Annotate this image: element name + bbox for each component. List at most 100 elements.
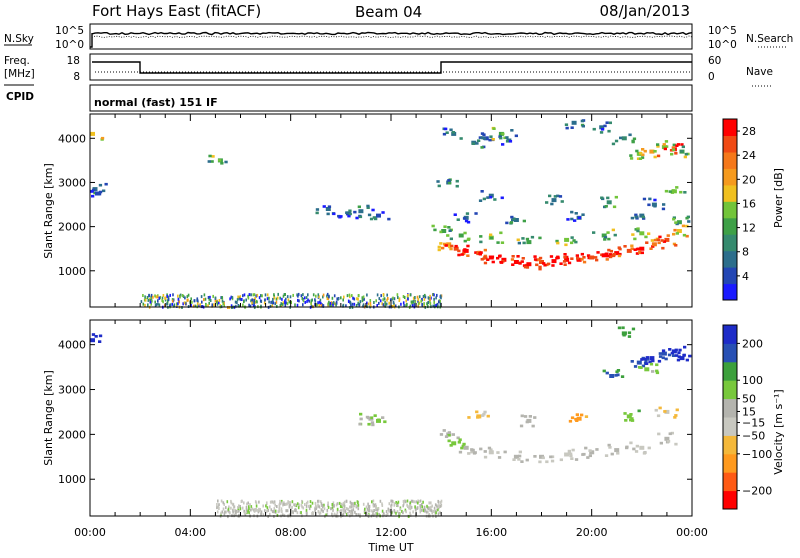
near-range-echo (343, 295, 345, 299)
echo-cell (682, 354, 686, 357)
near-range-echo (318, 499, 320, 503)
near-range-echo (191, 300, 193, 304)
echo-cell (674, 414, 678, 417)
y-tick-label: 3000 (58, 384, 86, 397)
near-range-echo (221, 510, 224, 514)
y-tick-label: 2000 (58, 221, 86, 234)
echo-cell (513, 454, 519, 459)
near-range-echo (272, 501, 275, 505)
echo-cell (672, 216, 676, 219)
near-range-echo (260, 512, 262, 516)
echo-cell (463, 248, 469, 253)
echo-cell (668, 348, 672, 351)
echo-cell (664, 357, 668, 361)
time-tick-label: 16:00 (475, 526, 507, 539)
near-range-echo (250, 293, 252, 297)
near-range-echo (439, 294, 442, 298)
near-range-echo (436, 293, 438, 297)
near-range-echo (193, 299, 196, 303)
echo-cell (671, 354, 676, 357)
time-tick-label: 08:00 (275, 526, 307, 539)
colorbar-segment (723, 135, 737, 153)
echo-cell (521, 257, 525, 260)
near-range-echo (201, 300, 203, 304)
near-range-echo (374, 512, 377, 516)
near-range-echo (228, 510, 231, 514)
echo-cell (657, 359, 662, 363)
velocity-y-axis-label: Slant Range [km] (42, 370, 55, 466)
near-range-echo (319, 511, 322, 515)
near-range-echo (260, 510, 263, 514)
echo-cell (503, 136, 507, 140)
echo-cell (609, 374, 615, 378)
echo-cell (607, 129, 611, 133)
echo-cell (675, 186, 679, 189)
near-range-echo (158, 296, 161, 300)
echo-cell (556, 194, 560, 198)
echo-cell (627, 249, 631, 252)
near-range-echo (225, 510, 227, 514)
near-range-echo (296, 502, 299, 506)
near-range-echo (216, 510, 219, 514)
near-range-echo (392, 300, 395, 304)
echo-cell (626, 414, 632, 419)
near-range-echo (411, 300, 413, 304)
colorbar-segment (723, 453, 737, 473)
near-range-echo (417, 501, 419, 505)
echo-cell (661, 356, 665, 360)
near-range-echo (357, 302, 359, 306)
near-range-echo (281, 501, 283, 505)
near-range-echo (406, 302, 408, 306)
echo-cell (630, 216, 634, 220)
near-range-echo (350, 502, 353, 506)
near-range-echo (312, 293, 315, 297)
echo-cell (488, 195, 493, 199)
echo-cell (595, 258, 599, 262)
echo-cell (675, 354, 679, 357)
near-range-echo (327, 302, 329, 306)
echo-cell (449, 444, 453, 447)
near-range-echo (272, 297, 274, 301)
near-range-echo (261, 294, 263, 298)
echo-cell (676, 229, 682, 233)
colorbar-segment (723, 201, 737, 219)
echo-cell (564, 452, 570, 457)
echo-cell (609, 253, 613, 256)
near-range-echo (241, 298, 243, 301)
echo-cell (503, 450, 507, 454)
near-range-echo (169, 293, 171, 297)
near-range-echo (154, 300, 156, 304)
echo-cell (668, 190, 672, 193)
y-tick-label: 1000 (58, 265, 86, 278)
near-range-echo (364, 507, 366, 511)
near-range-echo (250, 508, 252, 512)
echo-cell (582, 260, 587, 264)
echo-cell (639, 445, 645, 450)
echo-cell (611, 142, 616, 146)
echo-cell (533, 255, 537, 258)
near-range-echo (262, 513, 265, 517)
echo-cell (674, 221, 678, 224)
echo-cell (673, 416, 677, 419)
echo-cell (90, 338, 95, 343)
near-range-echo (440, 296, 442, 300)
near-range-echo (390, 499, 392, 503)
echo-cell (574, 417, 578, 421)
near-range-echo (435, 303, 437, 307)
near-range-echo (378, 512, 380, 516)
echo-cell (459, 137, 463, 140)
near-range-echo (439, 510, 441, 514)
near-range-echo (302, 293, 304, 297)
noise-tick-top-right: 10^5 (708, 25, 737, 37)
near-range-echo (398, 297, 401, 301)
echo-cell (609, 255, 613, 259)
echo-cell (651, 242, 657, 247)
near-range-echo (225, 506, 227, 510)
near-range-echo (186, 295, 189, 299)
near-range-echo (342, 298, 344, 302)
near-range-echo (236, 510, 239, 513)
echo-cell (588, 454, 592, 458)
near-range-echo (235, 509, 237, 513)
near-range-echo (336, 297, 338, 301)
echo-cell (499, 260, 503, 264)
